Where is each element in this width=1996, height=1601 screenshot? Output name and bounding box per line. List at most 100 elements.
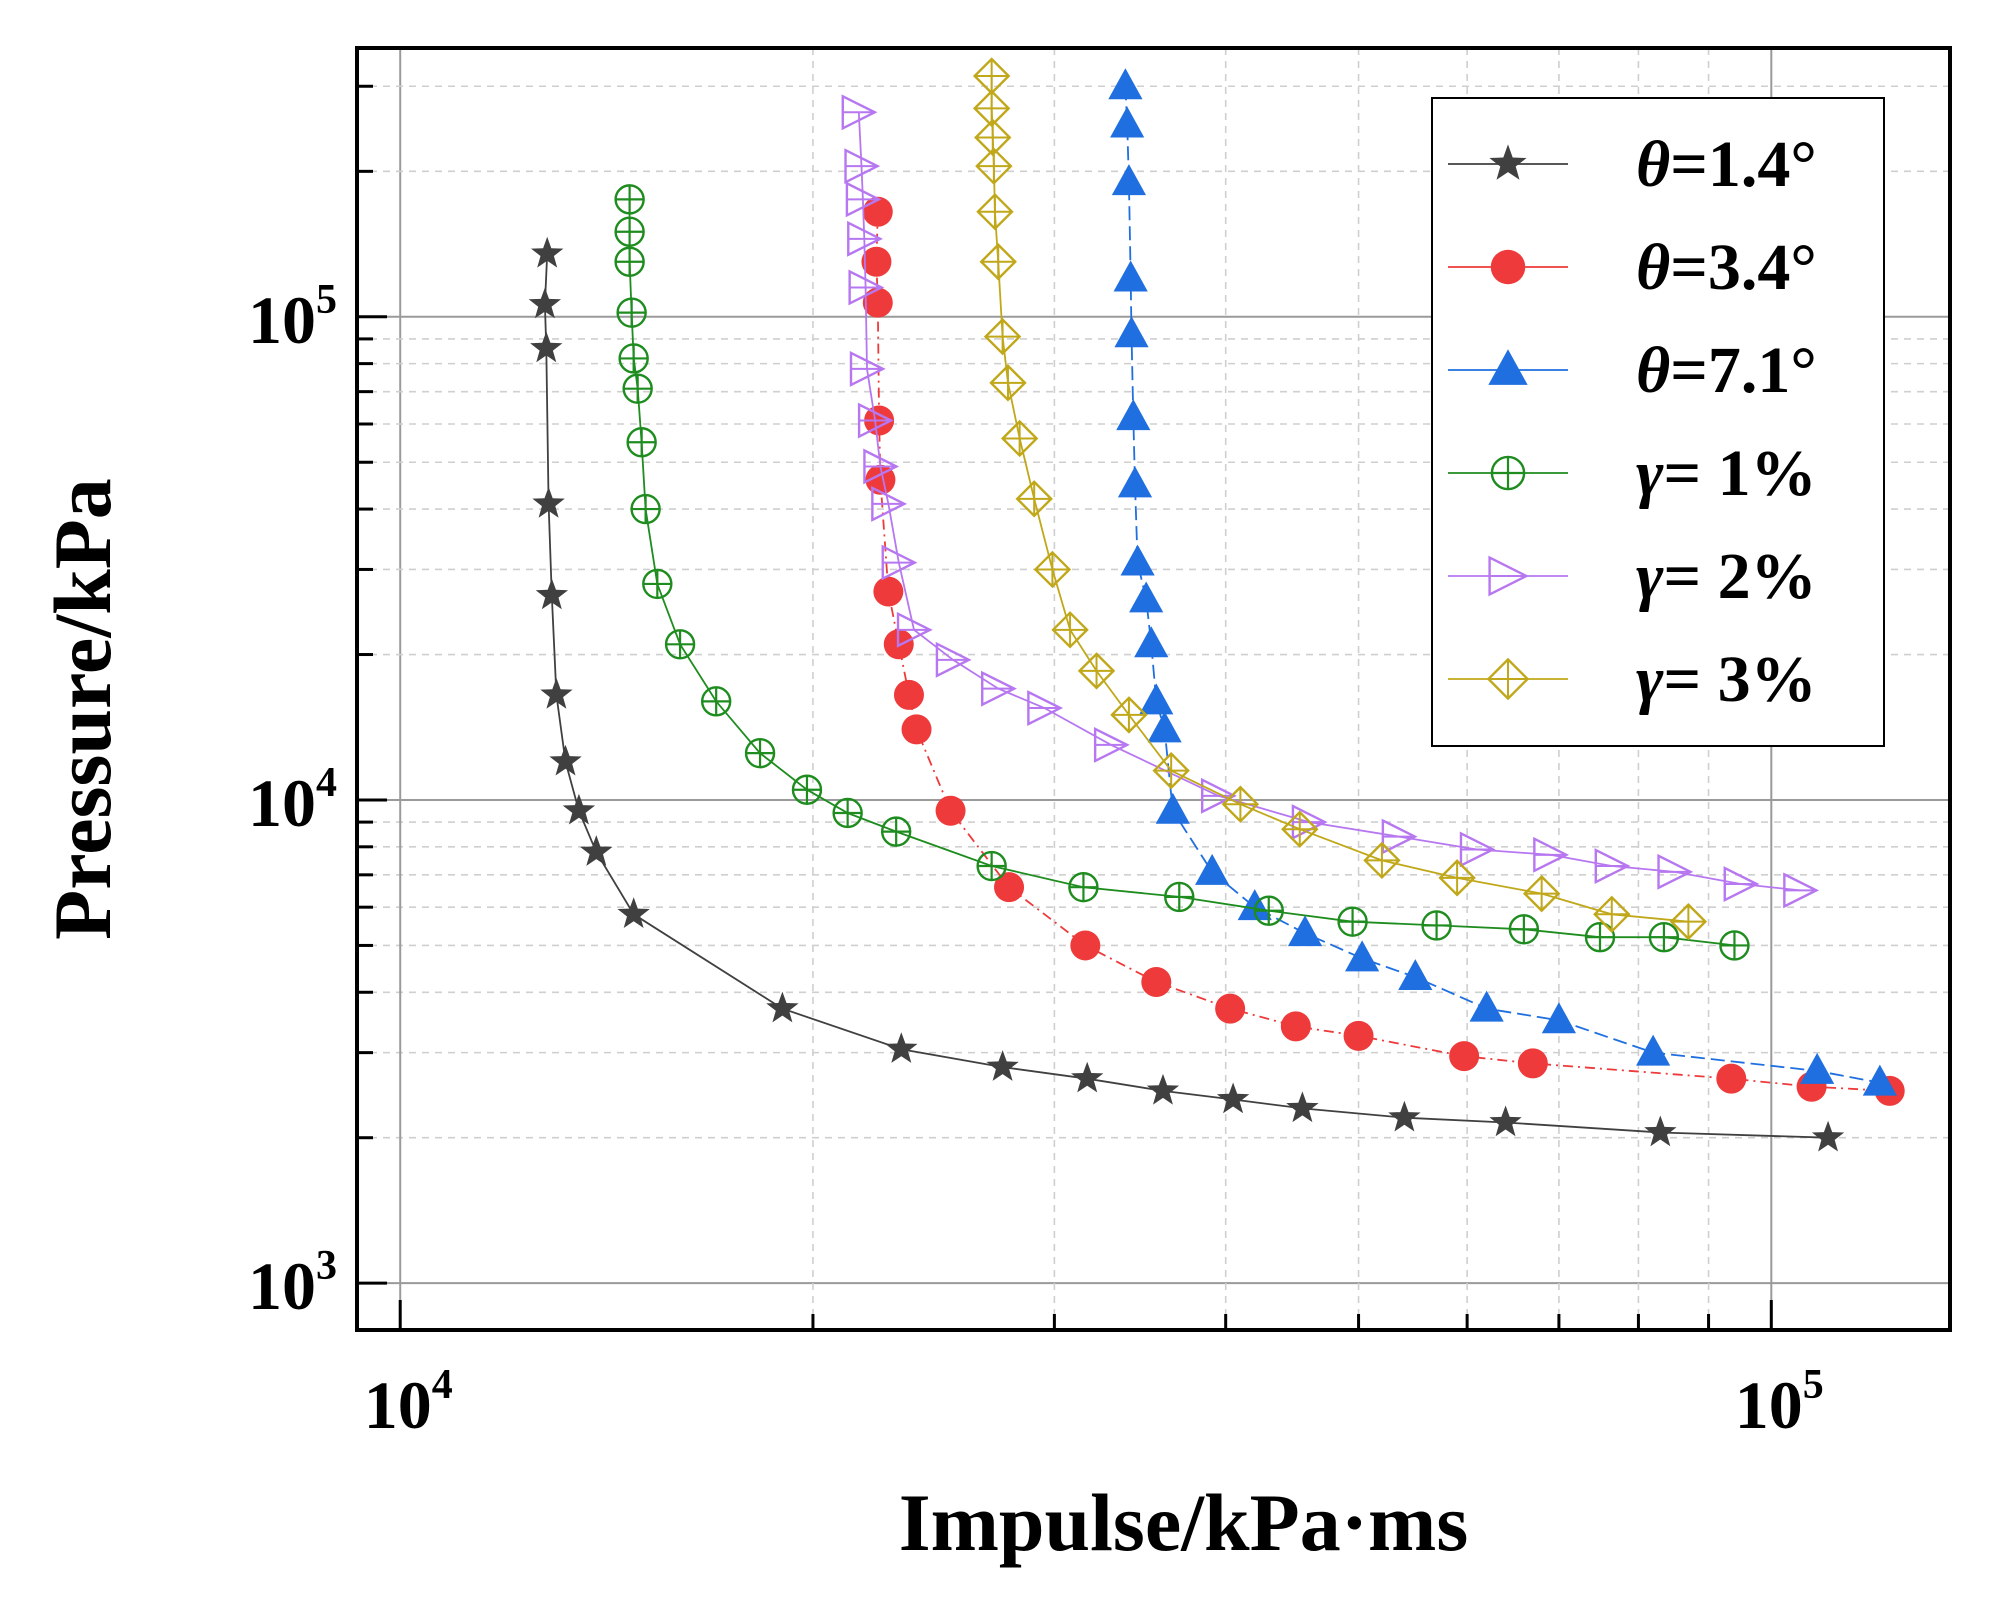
data-point [1117,466,1153,498]
data-point [1459,831,1496,868]
data-point [1114,316,1149,348]
data-point [1723,866,1760,902]
legend-item-4: γ= 1% [1448,437,1817,510]
y-tick-base: 10 [248,282,316,358]
legend-label: θ=3.4° [1636,231,1817,304]
y-tick-label: 103 [248,1243,337,1324]
data-point [862,287,893,318]
legend-item-1: θ=1.4° [1448,128,1817,201]
data-point [630,493,661,525]
data-point [976,193,1014,231]
data-point [881,544,918,581]
data-point [986,1050,1019,1081]
legend-symbol: θ [1636,334,1670,407]
y-axis-title: Pressure/kPa [37,478,128,940]
data-point [1113,260,1148,292]
data-point [1110,106,1145,138]
data-point [880,816,912,847]
data-point [1381,818,1418,855]
data-point [1071,1061,1104,1093]
legend-value: = 1% [1663,437,1816,510]
data-point [1000,419,1039,458]
data-point [935,795,966,826]
data-point [531,236,564,268]
data-point [1636,1034,1671,1066]
x-tick-base: 10 [1735,1367,1803,1443]
legend-symbol: θ [1636,128,1670,201]
data-point [1068,871,1099,903]
data-point [1221,785,1260,823]
legend-item-5: γ= 2% [1448,540,1817,613]
data-point [1508,914,1540,945]
legend-item-3: θ=7.1° [1448,334,1817,407]
data-point [1116,399,1151,431]
data-point [885,1032,918,1063]
data-point [1141,967,1172,998]
data-point [994,872,1025,903]
data-point [1489,1105,1522,1137]
data-point [1129,581,1164,613]
data-point [1147,711,1182,743]
legend-marker [1486,657,1530,701]
plot-area [528,57,1905,1152]
data-point [614,246,645,277]
series-4 [614,184,1750,961]
data-point [849,350,886,387]
data-point [847,220,883,257]
legend-item-2: θ=3.4° [1448,231,1817,304]
legend-symbol: γ [1636,540,1664,613]
plot-frame [355,46,1952,1332]
data-point [832,797,863,829]
data-point [845,181,882,218]
data-point [614,216,645,247]
y-tick-base: 10 [248,765,316,841]
data-point [1337,906,1368,937]
legend-symbol: γ [1636,437,1664,510]
legend-marker [1488,349,1528,385]
data-point [981,670,1017,707]
data-point [532,486,565,518]
data-point [1253,895,1284,926]
data-point [616,297,647,328]
data-point [664,629,696,660]
data-point [1033,550,1072,589]
series-6 [972,57,1708,941]
series-3 [1108,68,1897,1096]
data-point [1287,915,1323,947]
data-point [1644,1115,1677,1147]
legend-value: = 3% [1663,643,1816,716]
legend-marker [1488,555,1530,597]
data-point [1388,1100,1421,1132]
legend-marker [1490,455,1526,491]
data-point [1541,1002,1577,1034]
data-point [626,427,657,458]
data-point [642,568,673,600]
data-point [1200,777,1237,814]
data-point [935,641,972,678]
data-point [1110,696,1148,734]
data-point [1027,690,1064,726]
data-point [1070,930,1101,961]
data-point [549,744,582,776]
legend-label: γ= 3% [1636,643,1817,716]
legend: θ=1.4°θ=3.4°θ=7.1°γ= 1%γ= 2%γ= 3% [1431,97,1885,747]
data-point [1800,1052,1835,1084]
y-tick-base: 10 [248,1248,316,1324]
data-point [1152,751,1190,790]
x-tick-base: 10 [364,1367,432,1443]
data-point [1584,922,1616,953]
data-point [1077,652,1116,690]
data-point [1811,1120,1845,1152]
y-tick-exponent: 3 [316,1243,337,1289]
data-point [1669,902,1708,941]
data-point [1345,940,1380,972]
data-point [791,774,823,805]
data-point [1522,874,1561,913]
legend-marker [1490,249,1526,285]
data-point [1363,841,1401,880]
series-5 [841,94,1820,909]
legend-item-6: γ= 3% [1448,643,1817,716]
